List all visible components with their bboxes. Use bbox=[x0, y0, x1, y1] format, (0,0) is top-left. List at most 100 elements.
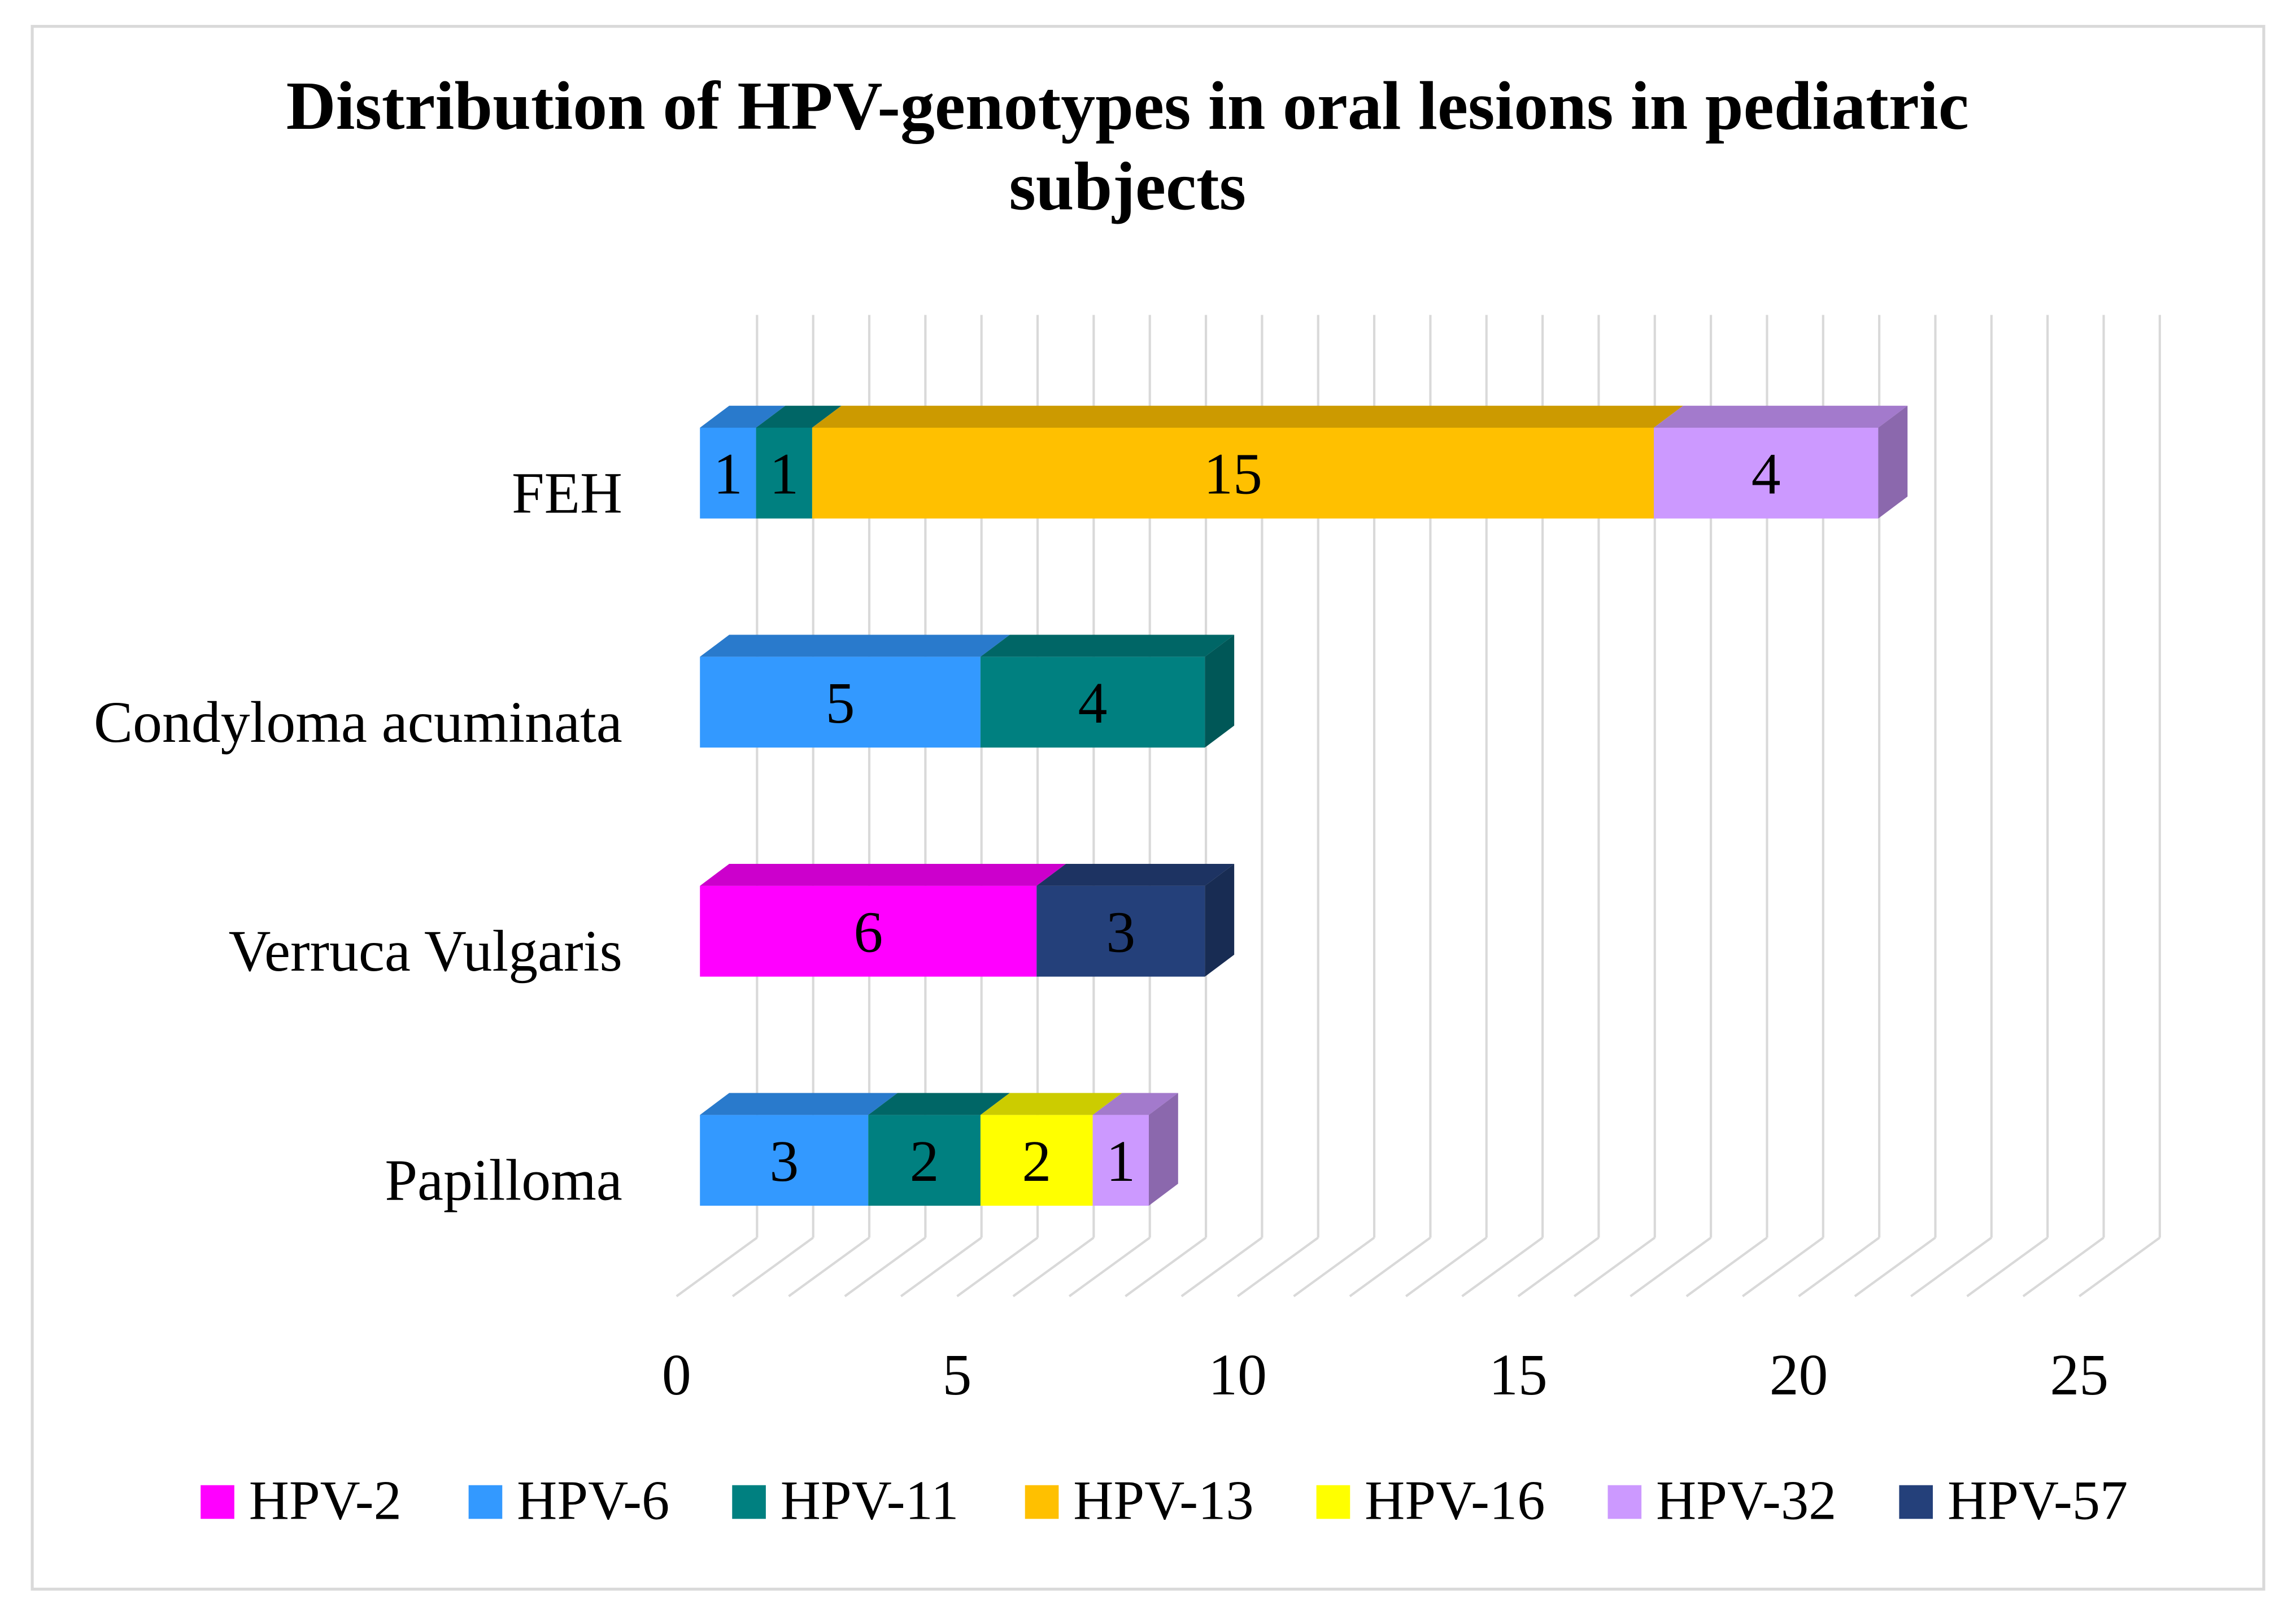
legend-label: HPV-2 bbox=[249, 1470, 402, 1531]
bar-top-face bbox=[1654, 406, 1908, 428]
data-labels: 1 1 15 45 46 33 2 2 1 bbox=[713, 442, 1781, 1194]
floor-gridline bbox=[1012, 1236, 1095, 1297]
bar-front-face bbox=[700, 885, 1037, 977]
legend-item-hpv-57: HPV-57 bbox=[1899, 1470, 2128, 1531]
floor-gridline bbox=[1461, 1236, 1544, 1297]
legend-item-hpv-11: HPV-11 bbox=[732, 1470, 959, 1531]
legend-label: HPV-57 bbox=[1948, 1470, 2128, 1531]
x-tick-label: 5 bbox=[943, 1343, 972, 1407]
bar-condyloma-acuminata bbox=[700, 634, 1235, 748]
bar-front-face bbox=[756, 427, 812, 519]
bar-front-face bbox=[700, 427, 756, 519]
legend-swatch bbox=[1025, 1485, 1059, 1519]
floor-gridline bbox=[2079, 1236, 2161, 1297]
bar-front-face bbox=[700, 1115, 869, 1206]
floor-gridline bbox=[1573, 1236, 1655, 1297]
legend-item-hpv-2: HPV-2 bbox=[201, 1470, 402, 1531]
data-label: 4 bbox=[1752, 442, 1781, 507]
bar-front-face bbox=[1036, 885, 1205, 977]
bar-top-face bbox=[1092, 1093, 1178, 1115]
x-tick-label: 10 bbox=[1208, 1343, 1267, 1407]
data-label: 4 bbox=[1078, 671, 1108, 736]
bar-front-face bbox=[812, 427, 1654, 519]
bar-top-face bbox=[1036, 863, 1235, 886]
floor-gridline bbox=[1798, 1236, 1880, 1297]
data-label: 5 bbox=[826, 671, 855, 736]
chart-title-line-2: subjects bbox=[1009, 149, 1246, 225]
bar-segment-papilloma-hpv-6 bbox=[700, 1093, 898, 1206]
legend-item-hpv-32: HPV-32 bbox=[1607, 1470, 1836, 1531]
legend-label: HPV-13 bbox=[1073, 1470, 1253, 1531]
legend: HPV-2 HPV-6 HPV-11 HPV-13 HPV-16 HPV-32 HPV-57 bbox=[201, 1470, 2128, 1531]
floor-gridline bbox=[788, 1236, 870, 1297]
data-label: 2 bbox=[910, 1129, 939, 1194]
legend-swatch bbox=[1607, 1485, 1642, 1519]
bar-segment-condyloma-acuminata-hpv-6 bbox=[700, 634, 1010, 748]
bar-top-face bbox=[700, 863, 1066, 886]
bar-verruca-vulgaris bbox=[700, 863, 1235, 977]
bar-side-face bbox=[1878, 406, 1908, 519]
legend-item-hpv-6: HPV-6 bbox=[468, 1470, 669, 1531]
data-label: 2 bbox=[1022, 1129, 1051, 1194]
category-axis: FEH Condyloma acuminata Verruca Vulgaris Pa… bbox=[94, 461, 622, 1212]
category-label: Verruca Vulgaris bbox=[229, 919, 622, 984]
floor-gridline bbox=[1854, 1236, 1936, 1297]
bar-segment-papilloma-hpv-16 bbox=[980, 1093, 1122, 1206]
x-tick-label: 20 bbox=[1770, 1343, 1828, 1407]
floor-gridline bbox=[1180, 1236, 1263, 1297]
floor-gridline bbox=[1349, 1236, 1431, 1297]
bar-top-face bbox=[980, 1093, 1122, 1115]
floor-gridline bbox=[2022, 1236, 2105, 1297]
floor-gridline bbox=[1405, 1236, 1487, 1297]
chart-title-line-1: Distribution of HPV-genotypes in oral le… bbox=[286, 68, 1969, 144]
legend-item-hpv-16: HPV-16 bbox=[1316, 1470, 1545, 1531]
data-label: 1 bbox=[769, 442, 799, 507]
category-label: Papilloma bbox=[385, 1149, 622, 1213]
bar-segment-feh-hpv-32 bbox=[1654, 406, 1908, 519]
floor-gridline bbox=[731, 1236, 814, 1297]
floor-gridline bbox=[1741, 1236, 1824, 1297]
chart-area-border bbox=[31, 25, 2265, 1591]
legend-swatch bbox=[1899, 1485, 1933, 1519]
bar-front-face bbox=[980, 657, 1205, 748]
bar-segment-papilloma-hpv-11 bbox=[868, 1093, 1010, 1206]
legend-swatch bbox=[201, 1485, 234, 1519]
bar-side-face bbox=[1205, 863, 1235, 977]
legend-label: HPV-11 bbox=[781, 1470, 959, 1531]
data-label: 3 bbox=[769, 1129, 799, 1194]
bar-top-face bbox=[980, 634, 1235, 657]
bar-top-face bbox=[700, 406, 786, 428]
data-label: 1 bbox=[1106, 1129, 1135, 1194]
floor-gridline bbox=[1966, 1236, 2049, 1297]
x-tick-label: 0 bbox=[662, 1343, 691, 1407]
data-label: 15 bbox=[1204, 442, 1262, 507]
floor-gridline bbox=[1068, 1236, 1151, 1297]
bar-front-face bbox=[1092, 1115, 1149, 1206]
bar-feh bbox=[700, 406, 1908, 519]
bar-segment-feh-hpv-13 bbox=[812, 406, 1683, 519]
bar-top-face bbox=[700, 1093, 898, 1115]
legend-label: HPV-6 bbox=[517, 1470, 669, 1531]
bar-segment-verruca-vulgaris-hpv-57 bbox=[1036, 863, 1235, 977]
floor-gridline bbox=[844, 1236, 926, 1297]
floor-gridline bbox=[1125, 1236, 1207, 1297]
bar-segment-feh-hpv-6 bbox=[700, 406, 786, 519]
bar-segment-verruca-vulgaris-hpv-2 bbox=[700, 863, 1066, 977]
value-axis: 0 5 10 15 20 25 bbox=[662, 1343, 2108, 1407]
legend-item-hpv-13: HPV-13 bbox=[1025, 1470, 1254, 1531]
floor-gridline bbox=[1517, 1236, 1600, 1297]
bar-top-face bbox=[700, 634, 1010, 657]
bars bbox=[700, 406, 1908, 1206]
x-tick-label: 25 bbox=[2050, 1343, 2108, 1407]
bar-top-face bbox=[756, 406, 842, 428]
category-label: Condyloma acuminata bbox=[94, 690, 622, 755]
legend-label: HPV-16 bbox=[1365, 1470, 1545, 1531]
legend-swatch bbox=[732, 1485, 766, 1519]
bar-papilloma bbox=[700, 1093, 1178, 1206]
floor-gridline bbox=[1630, 1236, 1712, 1297]
legend-label: HPV-32 bbox=[1656, 1470, 1836, 1531]
bar-front-face bbox=[1654, 427, 1879, 519]
floor-gridline bbox=[900, 1236, 982, 1297]
floor-gridline bbox=[1236, 1236, 1319, 1297]
